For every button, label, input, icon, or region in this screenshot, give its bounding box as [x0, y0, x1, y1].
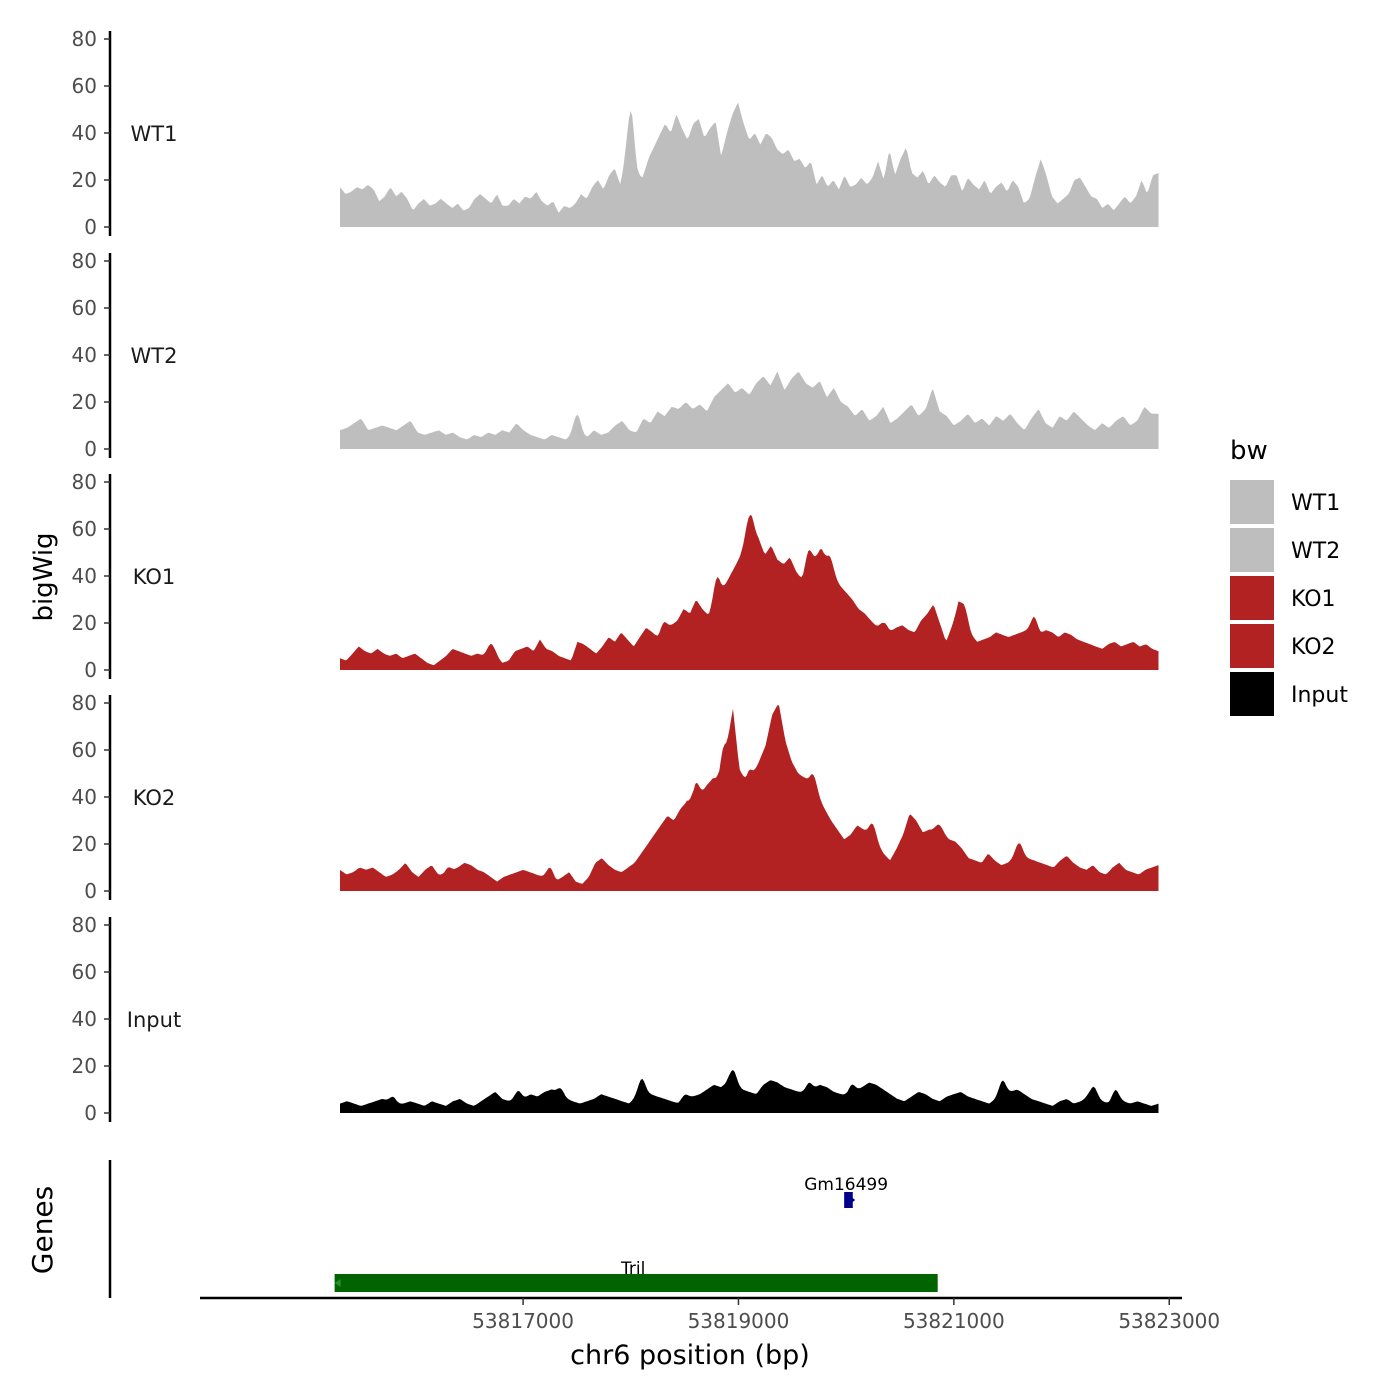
legend-swatch: [1230, 672, 1274, 716]
y-tick-label: 60: [72, 296, 97, 320]
y-tick-label: 20: [72, 832, 97, 856]
y-tick-label: 0: [84, 879, 97, 903]
coverage-area-ko1: [340, 515, 1159, 670]
gene-label: Tril: [620, 1259, 645, 1279]
track-ko1: 0 20 40 60 80 KO1: [72, 470, 1159, 682]
track-wt1: 0 20 40 60 80 WT1: [72, 27, 1159, 239]
gene-label: Gm16499: [804, 1175, 888, 1195]
x-tick-label: 53819000: [688, 1309, 790, 1333]
legend-item-ko2: KO2: [1230, 624, 1336, 668]
y-tick-label: 60: [72, 517, 97, 541]
legend-label: Input: [1291, 683, 1348, 708]
y-tick-label: 20: [72, 168, 97, 192]
strand-arrow-icon: [334, 1279, 341, 1287]
coverage-area-ko2: [340, 705, 1159, 891]
track-label: KO2: [133, 786, 176, 810]
y-tick-label: 20: [72, 611, 97, 635]
y-tick-label: 0: [84, 658, 97, 682]
x-tick-label: 53817000: [472, 1309, 574, 1333]
x-tick-label: 53821000: [903, 1309, 1005, 1333]
y-tick-label: 80: [72, 691, 97, 715]
legend-item-wt2: WT2: [1230, 528, 1340, 572]
legend-swatch: [1230, 480, 1274, 524]
y-tick-label: 20: [72, 390, 97, 414]
gene-gm16499: Gm16499: [804, 1175, 888, 1208]
y-tick-label: 60: [72, 74, 97, 98]
y-tick-label: 40: [72, 121, 97, 145]
y-tick-label: 80: [72, 249, 97, 273]
legend-item-input: Input: [1230, 672, 1348, 716]
legend-label: KO1: [1291, 587, 1336, 612]
y-tick-label: 60: [72, 738, 97, 762]
genes-axis-title: Genes: [26, 1186, 59, 1274]
y-tick-label: 0: [84, 215, 97, 239]
legend-item-ko1: KO1: [1230, 576, 1336, 620]
coverage-area-input: [340, 1070, 1159, 1113]
x-tick-label: 53823000: [1118, 1309, 1220, 1333]
track-panels: 0 20 40 60 80 WT1 0 20 40 60 80 WT2 0 20 40 60 80 KO1 0 20 4…: [72, 27, 1159, 1125]
legend-label: WT2: [1291, 539, 1340, 564]
legend-label: WT1: [1291, 491, 1340, 516]
track-label: KO1: [133, 565, 176, 589]
x-axis-title: chr6 position (bp): [570, 1340, 810, 1371]
y-tick-label: 60: [72, 960, 97, 984]
y-tick-label: 40: [72, 1007, 97, 1031]
y-tick-label: 40: [72, 785, 97, 809]
track-wt2: 0 20 40 60 80 WT2: [72, 249, 1159, 461]
gene-body: [844, 1192, 853, 1208]
y-tick-label: 0: [84, 1101, 97, 1125]
track-ko2: 0 20 40 60 80 KO2: [72, 691, 1159, 903]
track-input: 0 20 40 60 80 Input: [72, 913, 1159, 1125]
legend-item-wt1: WT1: [1230, 480, 1340, 524]
legend-label: KO2: [1291, 635, 1336, 660]
gene-body: [334, 1274, 938, 1292]
y-axis-title: bigWig: [29, 532, 59, 621]
y-tick-label: 40: [72, 564, 97, 588]
legend: WT1 WT2 KO1 KO2 Input: [1230, 480, 1348, 716]
y-tick-label: 40: [72, 343, 97, 367]
x-axis: 53817000 53819000 53821000 53823000: [200, 1296, 1220, 1333]
y-tick-label: 80: [72, 470, 97, 494]
y-tick-label: 20: [72, 1054, 97, 1078]
legend-swatch: [1230, 576, 1274, 620]
coverage-area-wt2: [340, 371, 1159, 449]
legend-title: bw: [1230, 436, 1268, 466]
legend-swatch: [1230, 528, 1274, 572]
legend-swatch: [1230, 624, 1274, 668]
y-tick-label: 80: [72, 913, 97, 937]
strand-arrow-icon: [850, 1196, 856, 1204]
track-label: Input: [127, 1008, 181, 1032]
coverage-area-wt1: [340, 102, 1159, 227]
track-label: WT2: [131, 344, 178, 368]
gene-tril: Tril: [334, 1259, 938, 1292]
genes-panel: Gm16499 Tril: [108, 1160, 938, 1298]
y-tick-label: 0: [84, 437, 97, 461]
y-tick-label: 80: [72, 27, 97, 51]
track-label: WT1: [131, 122, 178, 146]
